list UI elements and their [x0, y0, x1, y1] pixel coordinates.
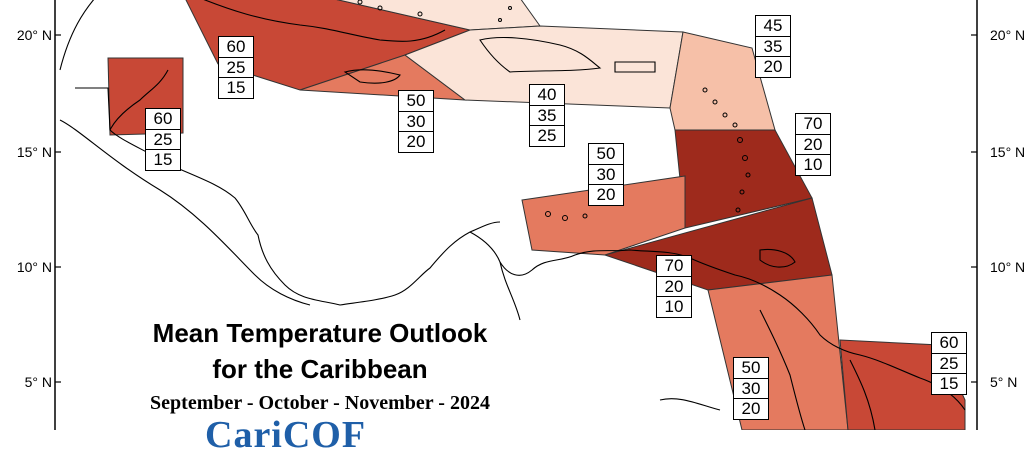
- prob-normal: 25: [218, 56, 254, 79]
- prob-box-suriname: 60 25 15: [931, 332, 967, 395]
- lat-label-5n-left: 5° N: [24, 374, 52, 390]
- prob-box-belize: 60 25 15: [145, 108, 181, 171]
- prob-above: 40: [529, 84, 565, 106]
- prob-above: 70: [656, 255, 692, 277]
- caricof-logo: CariCOF: [205, 414, 367, 456]
- prob-below: 10: [795, 154, 831, 176]
- zone-abc-islands: [521, 175, 686, 256]
- map-title-line2: for the Caribbean: [212, 354, 428, 384]
- prob-box-guyana: 50 30 20: [733, 357, 769, 420]
- prob-normal: 30: [733, 377, 769, 400]
- prob-above: 70: [795, 113, 831, 135]
- prob-box-windwards: 70 20 10: [795, 113, 831, 176]
- prob-below: 15: [931, 373, 967, 395]
- prob-normal: 20: [656, 275, 692, 298]
- prob-above: 50: [733, 357, 769, 379]
- prob-normal: 35: [529, 104, 565, 127]
- prob-normal: 20: [795, 133, 831, 156]
- prob-below: 20: [755, 56, 791, 78]
- island-dots: [357, 0, 751, 221]
- coastlines: [59, 0, 966, 430]
- prob-normal: 25: [145, 128, 181, 151]
- prob-below: 20: [733, 398, 769, 420]
- prob-box-abc-islands: 50 30 20: [588, 143, 624, 206]
- prob-above: 60: [931, 332, 967, 354]
- prob-below: 20: [398, 131, 434, 153]
- prob-box-jamaica: 50 30 20: [398, 90, 434, 153]
- lat-label-10n-left: 10° N: [16, 259, 52, 275]
- prob-above: 60: [145, 108, 181, 130]
- prob-normal: 30: [588, 163, 624, 186]
- prob-box-hispaniola: 40 35 25: [529, 84, 565, 147]
- outlook-zones: [107, 0, 966, 430]
- outlook-map: [54, 0, 978, 430]
- lat-label-5n-right: 5° N: [990, 374, 1018, 390]
- prob-normal: 35: [755, 35, 791, 58]
- prob-above: 50: [588, 143, 624, 165]
- map-title-line1: Mean Temperature Outlook: [152, 318, 488, 348]
- prob-box-trinidad: 70 20 10: [656, 255, 692, 318]
- prob-above: 60: [218, 36, 254, 58]
- prob-below: 10: [656, 296, 692, 318]
- lat-label-15n-right: 15° N: [990, 144, 1026, 160]
- prob-above: 45: [755, 15, 791, 37]
- lat-label-15n-left: 15° N: [16, 144, 52, 160]
- lat-label-20n-left: 20° N: [16, 27, 52, 43]
- prob-below: 20: [588, 184, 624, 206]
- outlook-period: September - October - November - 2024: [150, 392, 490, 414]
- latitude-ticks: [55, 34, 977, 383]
- prob-box-cuba: 60 25 15: [218, 36, 254, 99]
- lat-label-10n-right: 10° N: [990, 259, 1026, 275]
- prob-below: 15: [145, 149, 181, 171]
- prob-normal: 30: [398, 110, 434, 133]
- prob-below: 25: [529, 125, 565, 147]
- prob-above: 50: [398, 90, 434, 112]
- lat-label-20n-right: 20° N: [990, 27, 1026, 43]
- prob-below: 15: [218, 77, 254, 99]
- prob-normal: 25: [931, 352, 967, 375]
- prob-box-leewards: 45 35 20: [755, 15, 791, 78]
